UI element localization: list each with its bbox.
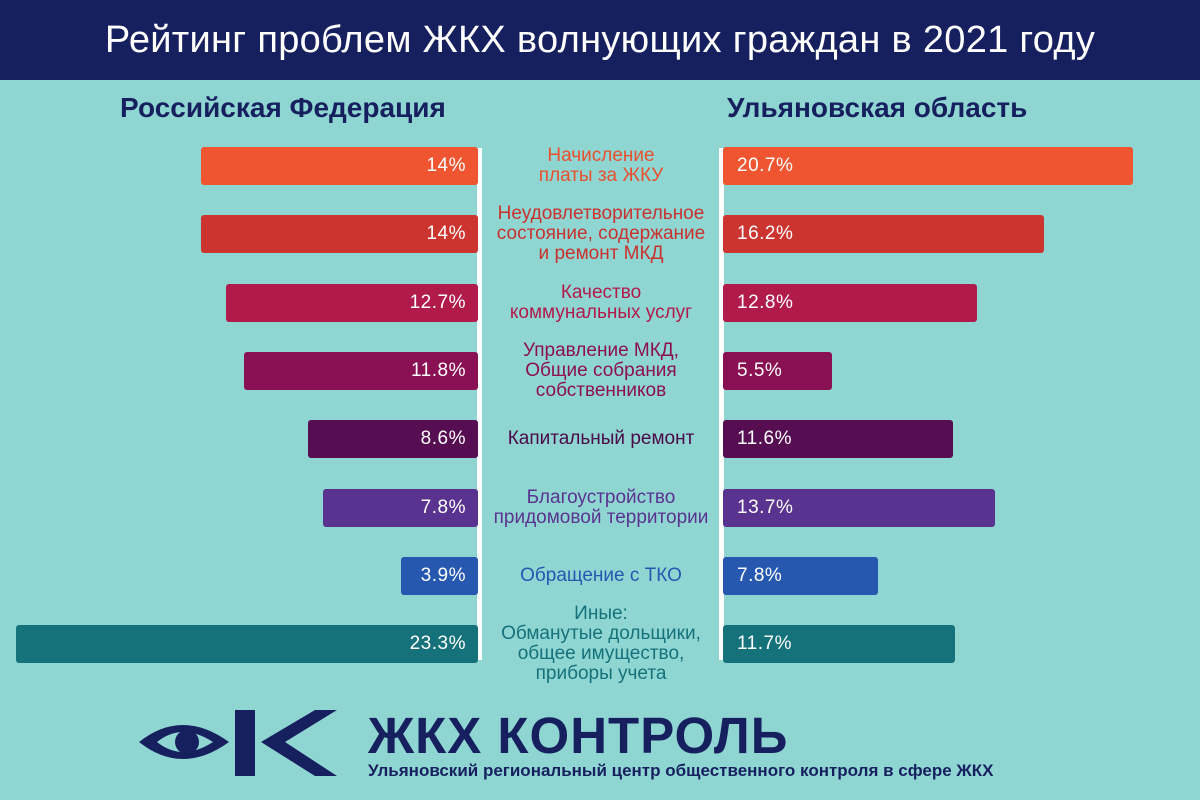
bar-ulyanovsk-6: 7.8% (723, 556, 878, 595)
category-label-2: Качество коммунальных услуг (509, 281, 693, 323)
bar-ulyanovsk-4: 11.6% (723, 420, 953, 459)
bar-rf-7: 23.3% (16, 625, 478, 664)
bar-rf-label-3: 11.8% (411, 359, 466, 381)
bar-rf-label-2: 12.7% (409, 291, 466, 313)
bar-rf-1: 14% (200, 215, 478, 254)
bar-rf-label-7: 23.3% (409, 633, 466, 655)
bar-rf-4: 8.6% (307, 420, 478, 459)
bar-ulyanovsk-label-0: 20.7% (737, 155, 794, 176)
bar-ulyanovsk-2: 12.8% (723, 283, 977, 322)
category-label-7: Иные: Обманутые дольщики, общее имуществ… (501, 603, 701, 685)
bar-rf-3: 11.8% (244, 351, 478, 390)
bar-rf-label-1: 14% (426, 223, 466, 245)
bar-ulyanovsk-1: 16.2% (723, 215, 1045, 254)
chart-divider-left (477, 148, 482, 660)
bar-ulyanovsk-label-1: 16.2% (737, 223, 794, 245)
bar-ulyanovsk-label-5: 13.7% (737, 496, 794, 518)
category-label-3: Управление МКД, Общие собрания собственн… (523, 339, 679, 401)
page-title: Рейтинг проблем ЖКХ волнующих граждан в … (104, 18, 1096, 61)
bar-ulyanovsk-3: 5.5% (723, 351, 832, 390)
bar-ulyanovsk-5: 13.7% (723, 488, 995, 527)
bar-ulyanovsk-label-2: 12.8% (737, 291, 794, 313)
bar-rf-label-4: 8.6% (420, 428, 466, 450)
brand-name: ЖКХ КОНТРОЛЬ (368, 707, 789, 764)
bar-ulyanovsk-label-6: 7.8% (737, 564, 783, 586)
bar-rf-0: 14% (200, 147, 478, 185)
category-label-6: Обращение с ТКО (520, 564, 682, 586)
bar-rf-2: 12.7% (226, 283, 478, 322)
category-label-5: Благоустройство придомовой территории (493, 486, 709, 528)
bar-rf-label-6: 3.9% (420, 564, 466, 586)
bar-ulyanovsk-0: 20.7% (723, 147, 1134, 185)
bar-rf-label-5: 7.8% (420, 496, 466, 518)
chart-divider-right (719, 148, 724, 660)
bar-rf-label-0: 14% (426, 155, 466, 176)
bar-ulyanovsk-label-7: 11.7% (737, 633, 792, 655)
bar-rf-6: 3.9% (400, 556, 478, 595)
category-label-1: Неудовлетворительное состояние, содержан… (496, 203, 706, 265)
brand-tagline: Ульяновский региональный центр обществен… (368, 761, 994, 780)
bar-ulyanovsk-label-3: 5.5% (737, 359, 783, 381)
category-label-0: Начисление платы за ЖКУ (538, 145, 664, 186)
category-label-4: Капитальный ремонт (507, 428, 695, 450)
bar-ulyanovsk-label-4: 11.6% (737, 428, 792, 450)
legend-ulyanovsk-region: Ульяновская область (727, 92, 1028, 123)
bar-ulyanovsk-7: 11.7% (723, 625, 955, 664)
eye-k-logo-icon (139, 710, 337, 776)
bar-rf-5: 7.8% (323, 488, 478, 527)
legend-russian-federation: Российская Федерация (120, 92, 446, 123)
page-header: Рейтинг проблем ЖКХ волнующих граждан в … (0, 0, 1200, 80)
